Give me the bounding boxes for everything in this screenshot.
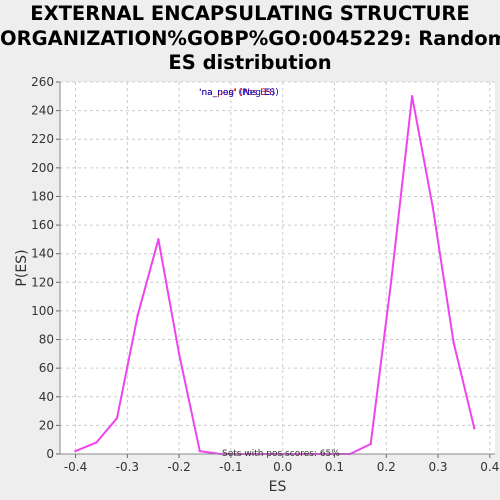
data-point (115, 417, 119, 420)
data-point (473, 427, 476, 430)
x-tick-label: -0.3 (116, 460, 139, 474)
grid-lines (60, 81, 495, 454)
data-point (136, 314, 139, 317)
y-tick-label: 40 (39, 390, 54, 404)
chart-labels: 0 20 40 60 80 100 120 140 160 180 200 220 240 260 -0.4… (14, 75, 499, 495)
data-point (431, 206, 435, 210)
data-point (369, 442, 372, 446)
data-point (157, 238, 160, 241)
y-tick-label: 260 (31, 75, 54, 89)
x-tick-label: 0.3 (428, 460, 447, 474)
data-point (198, 449, 202, 453)
y-tick-label: 80 (39, 333, 54, 347)
x-tick-label: 0.4 (480, 460, 499, 474)
data-point (410, 95, 414, 98)
y-tick-label: 60 (39, 361, 54, 375)
y-axis-label: P(ES) (14, 249, 30, 286)
y-tick-label: 120 (31, 275, 54, 289)
chart-title-line-1: EXTERNAL ENCAPSULATING STRUCTURE (30, 2, 470, 25)
y-tick-label: 20 (39, 418, 54, 432)
x-axis-label: ES (269, 479, 287, 495)
x-tick-label: -0.2 (167, 460, 190, 474)
data-point (177, 352, 181, 356)
x-tick-label: 0.2 (377, 460, 396, 474)
data-point (74, 449, 77, 453)
y-tick-label: 240 (31, 104, 54, 118)
pos-scores-annotation: Sets with pos scores: 65% (222, 449, 340, 459)
chart-title-line-3: ES distribution (168, 51, 332, 74)
chart-title: EXTERNAL ENCAPSULATING STRUCTURE ORGANIZ… (0, 2, 500, 76)
y-tick-label: 180 (31, 189, 54, 203)
x-tick-label: 0.0 (273, 460, 292, 474)
x-tick-label: -0.4 (64, 460, 87, 474)
x-tick-label: -0.1 (219, 460, 242, 474)
data-point (452, 341, 455, 344)
y-tick-label: 200 (31, 161, 54, 175)
y-tick-label: 160 (31, 218, 54, 232)
y-tick-label: 0 (46, 447, 54, 461)
chart-title-line-2: ORGANIZATION%GOBP%GO:0045229: Random (0, 26, 500, 50)
y-tick-label: 140 (31, 247, 54, 261)
axes (56, 81, 495, 458)
plot-area (60, 82, 495, 454)
legend-entry-pos: 'na_pos' (Pos ES) (199, 88, 275, 98)
data-point (95, 441, 98, 444)
x-tick-label: 0.1 (325, 460, 344, 474)
data-point (390, 278, 393, 281)
y-tick-label: 100 (31, 304, 54, 318)
y-tick-label: 220 (31, 132, 54, 146)
legend-entry-neg: 'na_neg' (Neg ES) (199, 88, 279, 98)
